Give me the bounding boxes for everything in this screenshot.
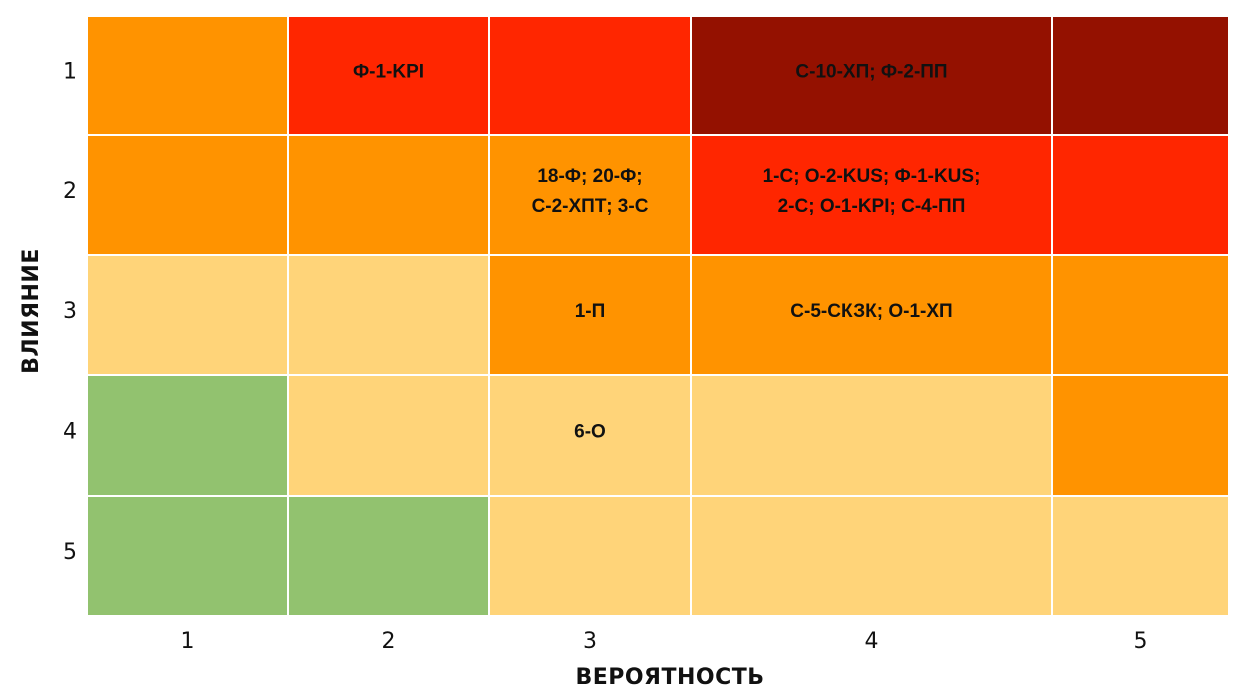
cell-label: С-5-СКЗК; О-1-ХП bbox=[790, 301, 952, 322]
y-tick-label: 3 bbox=[63, 299, 77, 324]
heatmap-cell-impact-2-prob-2 bbox=[287, 134, 490, 256]
cell-label: Ф-1-KPI bbox=[353, 62, 424, 83]
heatmap-cell-impact-4-prob-5 bbox=[1051, 374, 1230, 497]
heatmap-cell-impact-3-prob-1 bbox=[86, 254, 289, 376]
heatmap-cell-impact-2-prob-4 bbox=[690, 134, 1053, 256]
x-tick-label: 4 bbox=[865, 629, 879, 654]
y-tick-label: 4 bbox=[63, 420, 77, 445]
y-tick-label: 5 bbox=[63, 540, 77, 565]
cell-label: 1-С; О-2-KUS; Ф-1-KUS; bbox=[763, 166, 981, 187]
axis-ticks: 1 2 3 4 5 1 2 3 4 5 bbox=[63, 60, 1148, 655]
heatmap-cell-impact-3-prob-2 bbox=[287, 254, 490, 376]
heatmap-cell-impact-1-prob-4 bbox=[690, 15, 1053, 136]
heatmap-cell-impact-5-prob-4 bbox=[690, 495, 1053, 617]
x-tick-label: 1 bbox=[181, 629, 195, 654]
y-tick-label: 1 bbox=[63, 60, 77, 85]
cell-label: 18-Ф; 20-Ф; bbox=[537, 166, 642, 187]
heatmap-cell-impact-3-prob-3 bbox=[488, 254, 692, 376]
heatmap-cell-impact-2-prob-3 bbox=[488, 134, 692, 256]
heatmap-cell-impact-2-prob-5 bbox=[1051, 134, 1230, 256]
heatmap-cells bbox=[86, 15, 1230, 617]
cell-label: С-10-ХП; Ф-2-ПП bbox=[795, 62, 947, 83]
heatmap-cell-impact-5-prob-1 bbox=[86, 495, 289, 617]
cell-label: 1-П bbox=[575, 301, 606, 322]
heatmap-cell-impact-5-prob-5 bbox=[1051, 495, 1230, 617]
heatmap-cell-impact-3-prob-5 bbox=[1051, 254, 1230, 376]
heatmap-cell-impact-4-prob-2 bbox=[287, 374, 490, 497]
x-tick-label: 2 bbox=[382, 629, 396, 654]
cell-labels: Ф-1-KPI С-10-ХП; Ф-2-ПП 18-Ф; 20-Ф; С-2-ХПТ… bbox=[353, 62, 980, 443]
cell-label: С-2-ХПТ; 3-С bbox=[532, 196, 649, 217]
heatmap-cell-impact-4-prob-1 bbox=[86, 374, 289, 497]
heatmap-cell-impact-1-prob-2 bbox=[287, 15, 490, 136]
heatmap-cell-impact-4-prob-3 bbox=[488, 374, 692, 497]
y-tick-label: 2 bbox=[63, 179, 77, 204]
x-axis-title: ВЕРОЯТНОСТЬ bbox=[575, 665, 764, 690]
heatmap-cell-impact-4-prob-4 bbox=[690, 374, 1053, 497]
cell-label: 2-С; О-1-KPI; С-4-ПП bbox=[778, 196, 966, 217]
heatmap-cell-impact-2-prob-1 bbox=[86, 134, 289, 256]
heatmap-cell-impact-1-prob-3 bbox=[488, 15, 692, 136]
cell-label: 6-О bbox=[574, 422, 606, 443]
heatmap-cell-impact-1-prob-5 bbox=[1051, 15, 1230, 136]
y-axis-title: ВЛИЯНИЕ bbox=[19, 248, 44, 374]
heatmap-cell-impact-1-prob-1 bbox=[86, 15, 289, 136]
x-tick-label: 3 bbox=[583, 629, 597, 654]
heatmap-cell-impact-3-prob-4 bbox=[690, 254, 1053, 376]
x-tick-label: 5 bbox=[1134, 629, 1148, 654]
heatmap-cell-impact-5-prob-3 bbox=[488, 495, 692, 617]
heatmap-cell-impact-5-prob-2 bbox=[287, 495, 490, 617]
